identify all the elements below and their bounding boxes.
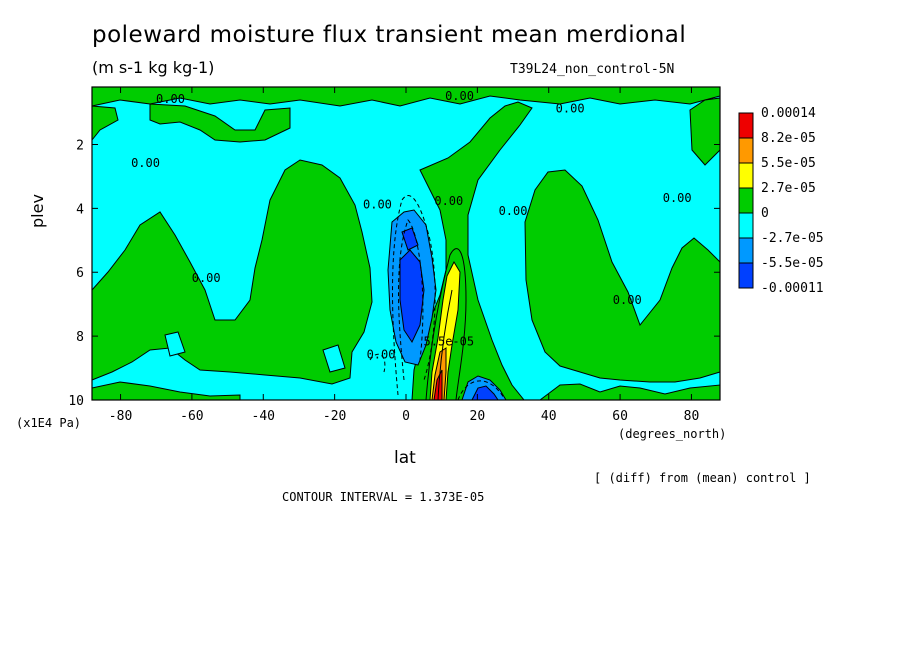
legend-swatch [738,212,754,239]
contour-label: 0.00 [434,194,463,208]
x-tick-label: -80 [109,409,132,424]
contour-label: 0.00 [445,89,474,103]
region-green [91,86,721,107]
contour-label: 0.00 [192,271,221,285]
region-cyan [164,331,186,357]
x-axis-label: lat [394,448,416,468]
region-green [91,159,373,385]
legend-label: 8.2e-05 [761,131,816,146]
legend-swatch [738,262,754,289]
diff-note: [ (diff) from (mean) control ] [594,471,811,485]
x-tick-label: 60 [612,409,628,424]
legend-label: 0 [761,206,769,221]
legend-label: 0.00014 [761,106,816,121]
run-id: T39L24_non_control-5N [510,62,675,77]
legend-swatch [738,112,754,139]
contour-negative [457,380,505,401]
region-blue [399,249,425,344]
legend-swatch [738,187,754,214]
x-tick-label: 0 [402,409,410,424]
x-tick-label: -60 [180,409,203,424]
contour-label: 0.00 [363,197,392,211]
legend-swatch [738,162,754,189]
contour-negative [398,219,424,381]
x-tick-label: -40 [252,409,275,424]
y-tick-label: 2 [76,138,84,153]
legend-label: 2.7e-05 [761,181,816,196]
x-tick-label: 80 [684,409,700,424]
chart-title: poleward moisture flux transient mean me… [92,22,687,48]
contour-positive [437,289,453,401]
y-axis-unit: (x1E4 Pa) [16,416,82,430]
region-green [524,169,721,383]
contour-interval: CONTOUR INTERVAL = 1.373E-05 [282,490,485,504]
region-green [149,103,291,143]
contour-label: 0.00 [131,156,160,170]
x-axis-unit: (degrees_north) [618,427,727,441]
contour-negative [392,195,436,396]
legend-swatch [738,137,754,164]
legend-swatch [738,237,754,264]
contour-negative [369,353,386,373]
x-tick-label: 40 [541,409,557,424]
x-tick-label: 20 [470,409,486,424]
region-blue [401,227,419,251]
contour-label: 0.00 [613,293,642,307]
contour-label: 0.00 [556,102,585,116]
legend-label: -5.5e-05 [761,256,824,271]
legend-label: 5.5e-05 [761,156,816,171]
legend-label: -2.7e-05 [761,231,824,246]
x-tick-label: -20 [323,409,346,424]
y-tick-label: 10 [68,394,84,409]
contour-positive [425,248,467,401]
contour-label: 0.00 [367,347,396,361]
y-tick-label: 8 [76,330,84,345]
legend-label: -0.00011 [761,281,824,296]
region-cyan [322,344,346,373]
y-tick-label: 4 [76,202,84,217]
y-tick-label: 6 [76,266,84,281]
chart-units: (m s-1 kg kg-1) [92,58,215,77]
contour-label: 0.00 [499,204,528,218]
contour-label: 5.5e-05 [424,335,475,349]
contour-label: 0.00 [663,191,692,205]
contour-label: 0.00 [156,92,185,106]
contour-field [91,86,721,401]
